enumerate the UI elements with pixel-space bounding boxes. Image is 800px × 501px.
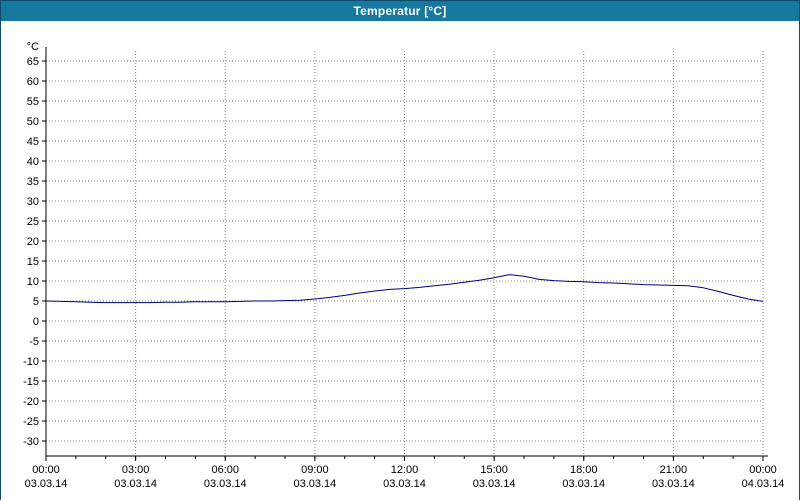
y-tick-label: 65: [27, 56, 39, 68]
y-tick-label: 10: [27, 276, 39, 288]
window-titlebar: Temperatur [°C]: [1, 1, 799, 21]
x-tick-date-label: 03.03.14: [25, 478, 68, 490]
y-tick-label: 30: [27, 196, 39, 208]
y-tick-label: 15: [27, 256, 39, 268]
y-tick-label: 40: [27, 156, 39, 168]
x-tick-time-label: 00:00: [32, 464, 60, 476]
y-tick-label: -25: [23, 416, 39, 428]
y-tick-label: 20: [27, 236, 39, 248]
x-tick-date-label: 03.03.14: [652, 478, 695, 490]
x-tick-time-label: 00:00: [749, 464, 777, 476]
chart-area: -30 -25 -20 -15 -10 -5 0 5 10 15 20 25 30 35 40 45 50 55 6…: [1, 21, 799, 501]
y-tick-label: 45: [27, 136, 39, 148]
y-tick-label: -15: [23, 376, 39, 388]
y-tick-label: -10: [23, 356, 39, 368]
y-tick-label: 50: [27, 116, 39, 128]
x-tick-time-label: 21:00: [660, 464, 688, 476]
x-tick-date-label: 03.03.14: [473, 478, 516, 490]
x-tick-time-label: 15:00: [480, 464, 508, 476]
x-tick-time-label: 06:00: [211, 464, 239, 476]
x-tick-date-label: 03.03.14: [383, 478, 426, 490]
temperature-line-chart: -30 -25 -20 -15 -10 -5 0 5 10 15 20 25 30 35 40 45 50 55 6…: [23, 41, 785, 490]
series-line-temperatur: [45, 274, 764, 304]
y-tick-label: -30: [23, 436, 39, 448]
y-tick-label: 25: [27, 216, 39, 228]
x-tick-date-label: 03.03.14: [114, 478, 157, 490]
y-tick-label: -5: [29, 336, 39, 348]
x-tick-time-label: 18:00: [570, 464, 598, 476]
x-tick-time-label: 03:00: [122, 464, 150, 476]
y-tick-label: 5: [33, 296, 39, 308]
y-tick-label: 35: [27, 176, 39, 188]
y-axis-unit-label: °C: [27, 41, 39, 53]
y-tick-label: 0: [33, 316, 39, 328]
x-tick-date-label: 03.03.14: [204, 478, 247, 490]
y-tick-label: 60: [27, 76, 39, 88]
x-tick-date-label: 04.03.14: [742, 478, 785, 490]
chart-title: Temperatur [°C]: [353, 4, 447, 18]
x-tick-date-label: 03.03.14: [293, 478, 336, 490]
x-tick-date-label: 03.03.14: [562, 478, 605, 490]
y-tick-label: 55: [27, 96, 39, 108]
y-tick-label: -20: [23, 396, 39, 408]
x-tick-time-label: 12:00: [391, 464, 419, 476]
x-tick-time-label: 09:00: [301, 464, 329, 476]
